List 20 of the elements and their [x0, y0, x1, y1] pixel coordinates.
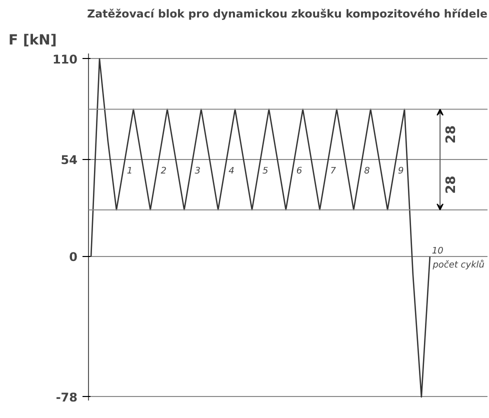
chart-title: Zatěžovací blok pro dynamickou zkoušku kompozitového hřídele [87, 8, 488, 20]
annotation: 6 [296, 166, 302, 177]
annotation: 2 [160, 166, 167, 177]
annotation: 8 [364, 166, 370, 177]
annotation: 3 [194, 166, 201, 177]
text: 28 [444, 176, 460, 194]
y-axis-title: F [kN] [8, 32, 57, 48]
annotation: 9 [398, 166, 404, 177]
line-series [90, 58, 431, 398]
annotation: 5 [262, 166, 268, 177]
y-tick-label: 54 [60, 153, 78, 168]
y-tick-label: 0 [69, 250, 78, 264]
text: 28 [444, 125, 460, 144]
annotation: 1 [126, 166, 133, 177]
annotation: 4 [228, 166, 235, 177]
y-tick-label: -78 [56, 390, 78, 404]
annotation: 7 [330, 166, 336, 177]
annotation: 10 [432, 246, 444, 257]
y-tick-label: 110 [52, 52, 78, 66]
x-axis-title: počet cyklů [432, 260, 485, 271]
